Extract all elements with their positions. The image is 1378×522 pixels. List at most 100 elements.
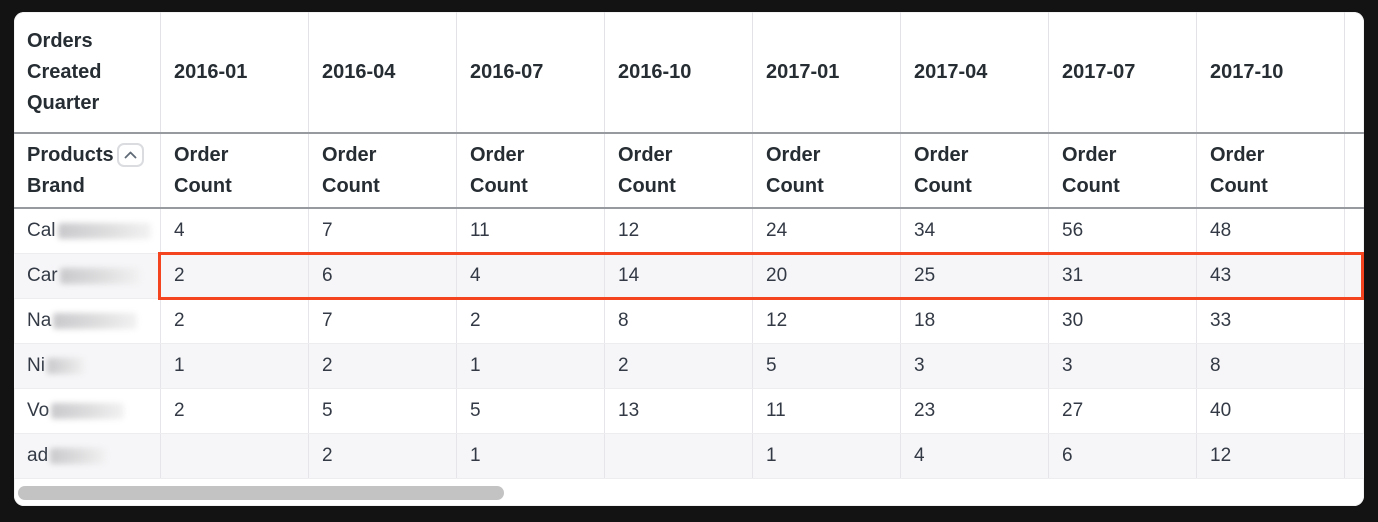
order-count-cell[interactable]: 2: [160, 299, 308, 343]
brand-label-cell[interactable]: Vo: [14, 389, 160, 433]
row-values: 2 6 4 14 20 25 31 43: [158, 252, 1364, 300]
quarter-label: 2017-10: [1210, 60, 1284, 83]
measure-label: Order Count: [174, 143, 232, 197]
brand-label-cell[interactable]: Cal: [14, 209, 160, 253]
brand-label-prefix: Vo: [27, 400, 50, 421]
order-count-cell[interactable]: 1: [456, 344, 604, 388]
chevron-up-icon: [124, 151, 137, 159]
row-dimension-label-line1: Products: [27, 143, 114, 166]
header-row-quarters: Orders Created Quarter 2016-01 2016-04 201…: [14, 12, 1364, 134]
order-count-value: 12: [1210, 445, 1232, 466]
order-count-cell[interactable]: 11: [752, 389, 900, 433]
order-count-cell[interactable]: 24: [752, 209, 900, 253]
order-count-cell[interactable]: 48: [1196, 209, 1344, 253]
order-count-cell[interactable]: 2: [160, 389, 308, 433]
order-count-value: 40: [1210, 400, 1232, 421]
order-count-value: 5: [322, 400, 333, 421]
measure-header-cell[interactable]: Order Count: [1048, 134, 1196, 207]
order-count-cell[interactable]: 8: [1196, 344, 1344, 388]
quarter-header-cell[interactable]: 2017-10: [1196, 12, 1344, 132]
order-count-cell[interactable]: 13: [604, 389, 752, 433]
redacted-text-blur: [46, 358, 85, 374]
order-count-cell[interactable]: 2: [456, 299, 604, 343]
quarter-header-cell[interactable]: 2016-01: [160, 12, 308, 132]
order-count-cell[interactable]: 2: [604, 344, 752, 388]
quarter-header-cell[interactable]: 2017-01: [752, 12, 900, 132]
order-count-cell[interactable]: 5: [308, 389, 456, 433]
horizontal-scrollbar-thumb[interactable]: [18, 486, 504, 500]
order-count-value: 3: [914, 355, 925, 376]
measure-header-cell[interactable]: Order Count: [1196, 134, 1344, 207]
measure-header-cell[interactable]: Order Count: [456, 134, 604, 207]
order-count-cell[interactable]: 31: [1048, 254, 1196, 298]
quarter-header-filler-cell: [1344, 12, 1364, 132]
order-count-value: 1: [174, 355, 185, 376]
brand-label-cell[interactable]: ad: [14, 434, 160, 478]
order-count-cell[interactable]: 3: [900, 344, 1048, 388]
measure-label: Order Count: [618, 143, 676, 197]
order-count-cell[interactable]: 43: [1196, 254, 1344, 298]
table-row: Ni 1 2 1 2 5 3 3 8: [14, 344, 1364, 389]
table-row: Cal 4 7 11 12 24 34 56 48: [14, 209, 1364, 254]
order-count-cell[interactable]: 14: [604, 254, 752, 298]
sort-button[interactable]: [116, 143, 144, 167]
order-count-cell[interactable]: 1: [752, 434, 900, 478]
order-count-cell[interactable]: 4: [160, 209, 308, 253]
order-count-cell[interactable]: 2: [308, 344, 456, 388]
order-count-cell[interactable]: 6: [308, 254, 456, 298]
order-count-cell[interactable]: 2: [308, 434, 456, 478]
measure-header-cell[interactable]: Order Count: [160, 134, 308, 207]
order-count-cell[interactable]: 4: [900, 434, 1048, 478]
brand-label-prefix: ad: [27, 445, 49, 466]
brand-label-cell[interactable]: Car: [14, 254, 160, 298]
order-count-cell[interactable]: 2: [160, 254, 308, 298]
brand-label-cell[interactable]: Na: [14, 299, 160, 343]
measure-header-cell[interactable]: Order Count: [900, 134, 1048, 207]
order-count-cell[interactable]: [160, 434, 308, 478]
order-count-cell[interactable]: 12: [752, 299, 900, 343]
row-dimension-header-cell[interactable]: Products Brand: [14, 134, 160, 207]
order-count-value: 4: [914, 445, 925, 466]
order-count-cell[interactable]: 23: [900, 389, 1048, 433]
order-count-cell[interactable]: 7: [308, 209, 456, 253]
order-count-cell[interactable]: 20: [752, 254, 900, 298]
order-count-cell[interactable]: 5: [456, 389, 604, 433]
quarter-header-cell[interactable]: 2016-07: [456, 12, 604, 132]
order-count-cell[interactable]: 5: [752, 344, 900, 388]
order-count-cell[interactable]: 33: [1196, 299, 1344, 343]
row-dimension-label: Products Brand: [27, 140, 144, 202]
order-count-cell[interactable]: 40: [1196, 389, 1344, 433]
measure-header-cell[interactable]: Order Count: [604, 134, 752, 207]
measure-header-cell[interactable]: Order Count: [752, 134, 900, 207]
quarter-label: 2016-04: [322, 60, 396, 83]
order-count-cell[interactable]: 30: [1048, 299, 1196, 343]
order-count-cell[interactable]: 4: [456, 254, 604, 298]
order-count-cell[interactable]: 11: [456, 209, 604, 253]
brand-label-prefix: Car: [27, 265, 58, 286]
measure-header-cell[interactable]: Order Count: [308, 134, 456, 207]
row-values: 2 7 2 8 12 18 30 33: [160, 299, 1364, 343]
order-count-cell[interactable]: 7: [308, 299, 456, 343]
order-count-cell[interactable]: 1: [160, 344, 308, 388]
order-count-value: 8: [618, 310, 629, 331]
order-count-cell[interactable]: 56: [1048, 209, 1196, 253]
order-count-cell[interactable]: 6: [1048, 434, 1196, 478]
order-count-cell[interactable]: 8: [604, 299, 752, 343]
order-count-cell[interactable]: 18: [900, 299, 1048, 343]
quarter-header-cell[interactable]: 2017-04: [900, 12, 1048, 132]
measure-label: Order Count: [1210, 143, 1268, 197]
quarter-header-cell[interactable]: 2017-07: [1048, 12, 1196, 132]
brand-label-cell[interactable]: Ni: [14, 344, 160, 388]
row-values: 4 7 11 12 24 34 56 48: [160, 209, 1364, 253]
order-count-cell[interactable]: 3: [1048, 344, 1196, 388]
order-count-cell[interactable]: 25: [900, 254, 1048, 298]
quarter-header-cell[interactable]: 2016-10: [604, 12, 752, 132]
order-count-cell[interactable]: 34: [900, 209, 1048, 253]
order-count-cell[interactable]: 12: [1196, 434, 1344, 478]
order-count-cell[interactable]: 27: [1048, 389, 1196, 433]
quarter-label: 2016-10: [618, 60, 692, 83]
quarter-header-cell[interactable]: 2016-04: [308, 12, 456, 132]
order-count-cell[interactable]: [604, 434, 752, 478]
order-count-cell[interactable]: 12: [604, 209, 752, 253]
order-count-cell[interactable]: 1: [456, 434, 604, 478]
